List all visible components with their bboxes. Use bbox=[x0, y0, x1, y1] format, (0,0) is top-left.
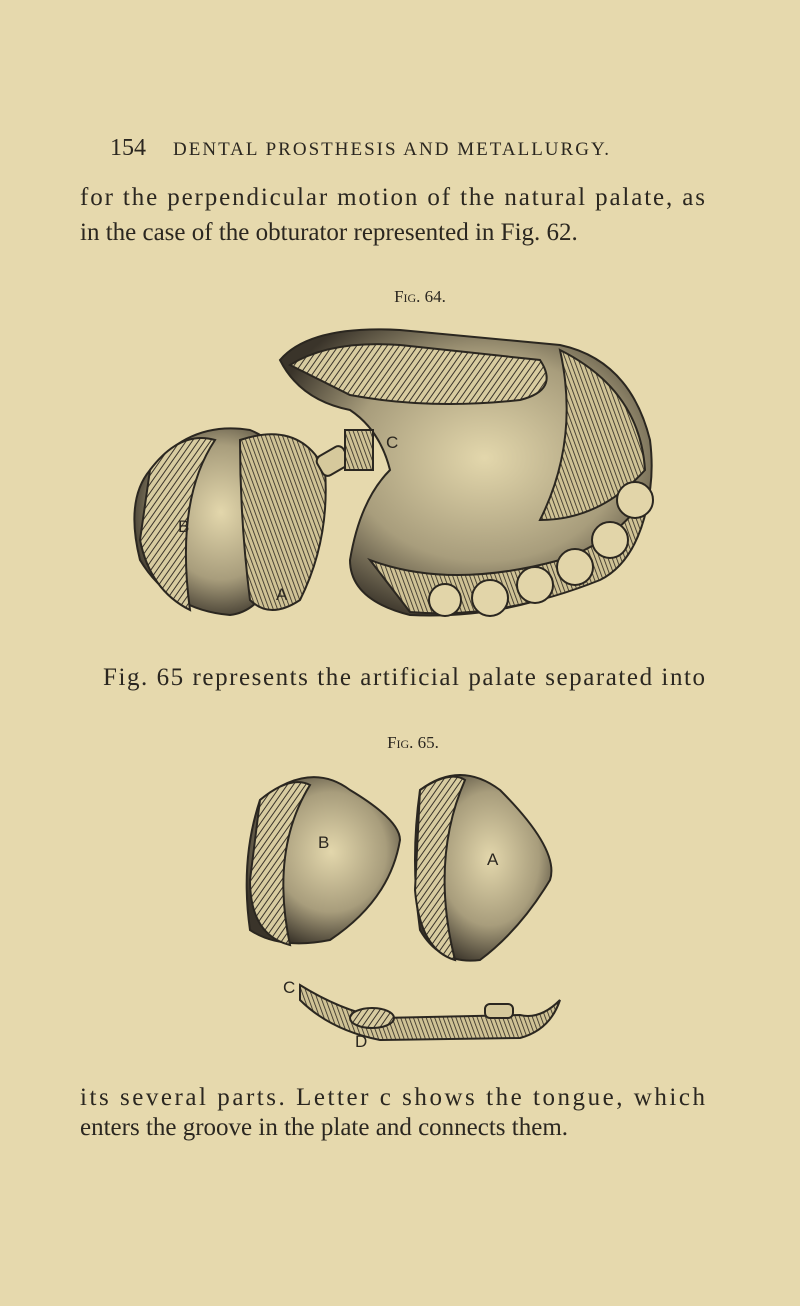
body-line: for the perpendicular motion of the natu… bbox=[80, 184, 705, 211]
body-line: its several parts. Letter c shows the to… bbox=[80, 1084, 706, 1111]
running-head: DENTAL PROSTHESIS AND METALLURGY. bbox=[173, 139, 610, 160]
body-line: in the case of the obturator represented… bbox=[80, 219, 578, 246]
figure-64-drawing bbox=[133, 328, 654, 617]
figure-label: B bbox=[318, 833, 329, 852]
figure-label: A bbox=[276, 585, 288, 604]
page-number: 154 bbox=[110, 135, 146, 161]
figure-label: A bbox=[487, 850, 499, 869]
figure-label: B bbox=[178, 517, 189, 536]
figure-caption: Fig. 65. bbox=[387, 733, 439, 752]
figure-65-drawing bbox=[245, 774, 561, 1042]
figure-caption: Fig. 64. bbox=[394, 287, 446, 306]
figure-label: C bbox=[283, 978, 295, 997]
body-line: Fig. 65 represents the artificial palate… bbox=[103, 664, 705, 691]
figure-label: C bbox=[386, 433, 398, 452]
body-line: enters the groove in the plate and conne… bbox=[80, 1114, 568, 1141]
figure-label: D bbox=[355, 1032, 367, 1051]
